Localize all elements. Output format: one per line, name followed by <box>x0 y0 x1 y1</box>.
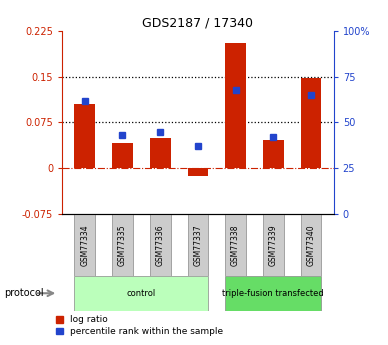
Text: GSM77336: GSM77336 <box>156 224 165 266</box>
Text: GSM77338: GSM77338 <box>231 224 240 266</box>
Bar <box>150 214 171 276</box>
Title: GDS2187 / 17340: GDS2187 / 17340 <box>142 17 253 30</box>
Bar <box>74 104 95 168</box>
Bar <box>74 214 95 276</box>
Text: GSM77335: GSM77335 <box>118 224 127 266</box>
Bar <box>301 78 321 168</box>
Legend: log ratio, percentile rank within the sample: log ratio, percentile rank within the sa… <box>55 315 224 337</box>
Bar <box>263 214 284 276</box>
Bar <box>225 43 246 168</box>
Bar <box>112 214 133 276</box>
Text: protocol: protocol <box>4 288 43 298</box>
Bar <box>74 276 208 310</box>
Bar <box>225 276 321 310</box>
Text: GSM77334: GSM77334 <box>80 224 89 266</box>
Text: GSM77339: GSM77339 <box>269 224 278 266</box>
Bar <box>301 214 321 276</box>
Bar <box>187 168 208 176</box>
Bar <box>225 214 246 276</box>
Text: triple-fusion transfected: triple-fusion transfected <box>222 289 324 298</box>
Bar <box>187 214 208 276</box>
Bar <box>150 138 171 168</box>
Bar <box>263 140 284 168</box>
Text: GSM77337: GSM77337 <box>193 224 203 266</box>
Text: control: control <box>126 289 156 298</box>
Text: GSM77340: GSM77340 <box>307 224 315 266</box>
Bar <box>112 142 133 168</box>
